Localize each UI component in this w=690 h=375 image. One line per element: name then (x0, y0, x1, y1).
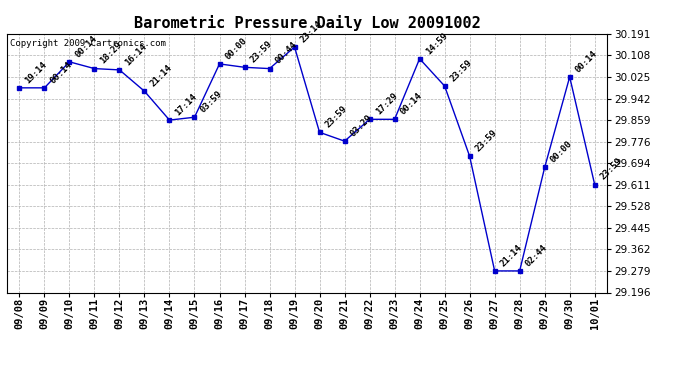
Text: 23:14: 23:14 (299, 19, 324, 44)
Text: 00:00: 00:00 (224, 36, 249, 61)
Text: 16:14: 16:14 (124, 42, 149, 67)
Text: 00:14: 00:14 (48, 60, 74, 85)
Text: 00:14: 00:14 (74, 34, 99, 59)
Text: 00:00: 00:00 (549, 139, 574, 165)
Text: 23:59: 23:59 (448, 58, 474, 83)
Text: 02:44: 02:44 (524, 243, 549, 268)
Text: 23:59: 23:59 (599, 156, 624, 182)
Text: 21:14: 21:14 (148, 63, 174, 88)
Text: 19:14: 19:14 (23, 60, 49, 85)
Text: 14:59: 14:59 (424, 31, 449, 56)
Text: 23:59: 23:59 (474, 128, 499, 153)
Text: 00:14: 00:14 (574, 49, 599, 74)
Text: 17:29: 17:29 (374, 91, 399, 117)
Text: 03:59: 03:59 (199, 89, 224, 114)
Text: 17:14: 17:14 (174, 92, 199, 117)
Text: 18:29: 18:29 (99, 40, 124, 66)
Text: 00:14: 00:14 (399, 91, 424, 117)
Text: 00:44: 00:44 (274, 40, 299, 66)
Text: Copyright 2009 Cartronics.com: Copyright 2009 Cartronics.com (10, 39, 166, 48)
Title: Barometric Pressure Daily Low 20091002: Barometric Pressure Daily Low 20091002 (134, 15, 480, 31)
Text: 23:59: 23:59 (324, 104, 349, 129)
Text: 23:59: 23:59 (248, 39, 274, 64)
Text: 21:14: 21:14 (499, 243, 524, 268)
Text: 03:29: 03:29 (348, 113, 374, 138)
